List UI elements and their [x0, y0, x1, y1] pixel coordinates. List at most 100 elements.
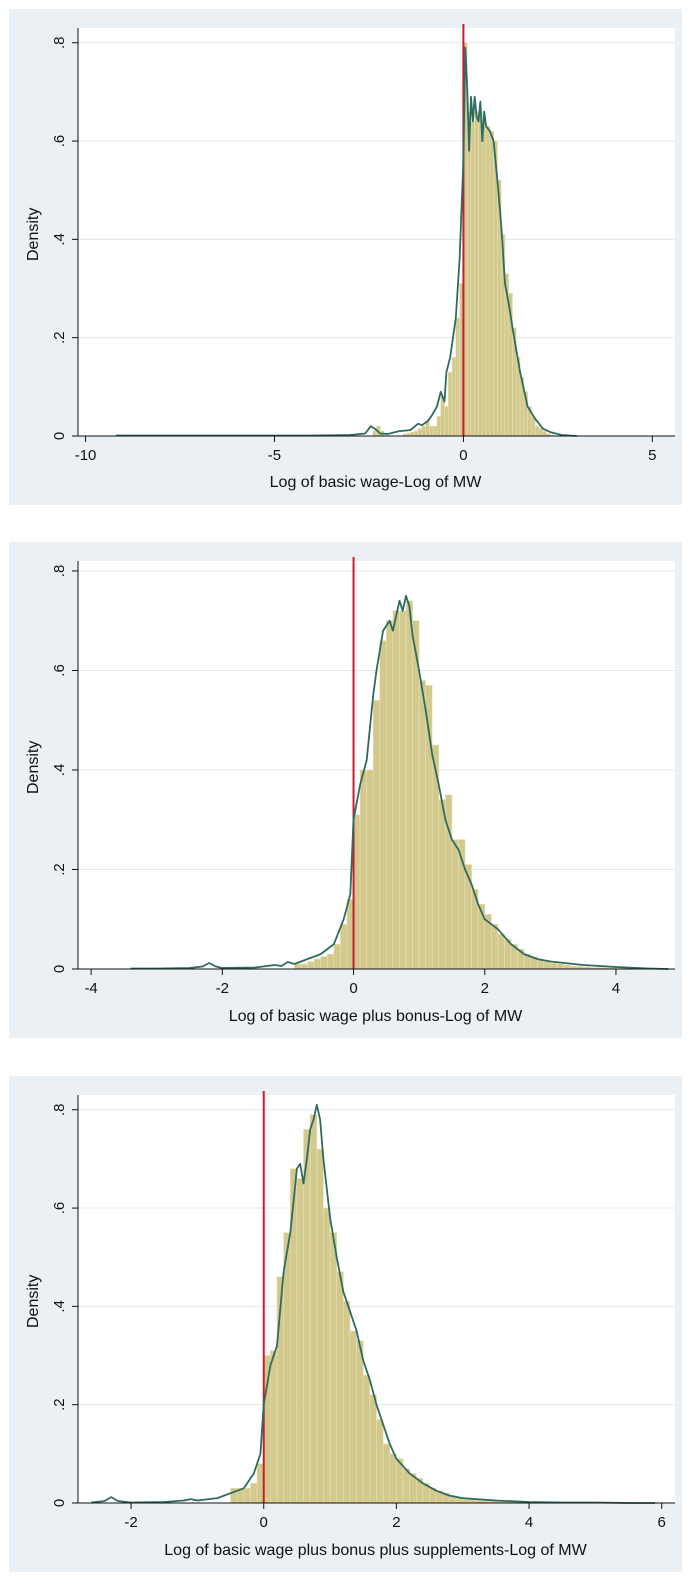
x-tick-label: 0: [260, 1514, 268, 1531]
histogram-bar: [399, 610, 407, 970]
y-tick-label: .4: [51, 764, 68, 777]
y-tick-label: .4: [51, 1300, 68, 1313]
histogram-bar: [243, 1487, 251, 1504]
histogram-bar: [534, 425, 540, 437]
y-tick-label: .2: [51, 1398, 68, 1411]
histogram-bar: [336, 1271, 344, 1504]
histogram-bar: [417, 428, 423, 437]
histogram-bar: [386, 620, 394, 970]
histogram-bar: [309, 1114, 318, 1504]
histogram-bar: [556, 963, 564, 970]
y-tick-label: .6: [51, 135, 68, 148]
histogram-bar: [497, 933, 505, 970]
histogram-bar: [543, 961, 551, 970]
histogram-bar: [296, 1178, 304, 1504]
y-tick-label: .8: [51, 1103, 68, 1116]
histogram-bar: [349, 1330, 357, 1504]
chart-3-ylabel: Density: [25, 1274, 42, 1328]
x-tick-label: -2: [216, 980, 229, 997]
x-tick-label: 2: [481, 980, 489, 997]
chart-3-xlabel: Log of basic wage plus bonus plus supple…: [164, 1542, 587, 1559]
histogram-bar: [372, 430, 377, 437]
histogram-bar: [300, 963, 308, 970]
histogram-bar: [333, 943, 341, 970]
x-tick-label: -5: [268, 447, 281, 464]
histogram-bar: [343, 1301, 351, 1504]
histogram-bar: [444, 406, 449, 437]
kde-line: [130, 594, 669, 970]
chart-svg-1: 0 .2 .4 .6 .8 -10 -5 0 5: [51, 24, 675, 464]
histogram-bar: [410, 431, 415, 437]
histogram-bar: [455, 317, 460, 437]
chart-1-ylabel: Density: [25, 207, 42, 261]
histogram-bar: [369, 1394, 377, 1504]
histogram-bar: [413, 430, 419, 437]
chart-svg-2: 0 .2 .4 .6 .8 -4 -2 0 2 4: [51, 557, 675, 997]
histogram-bar: [485, 126, 491, 437]
histogram-bar: [362, 1374, 371, 1504]
histogram-bar: [538, 428, 544, 437]
x-tick-label: 6: [658, 1514, 666, 1531]
histogram-bar: [425, 420, 430, 437]
histogram-bar: [392, 610, 400, 970]
histogram-bar: [451, 839, 459, 970]
chart-panel-3: 0 .2 .4 .6 .8 -2 0 2 4 6 Density Log of basic wag…: [9, 1076, 682, 1572]
histogram-bar: [359, 769, 367, 970]
histogram-bar: [470, 121, 476, 437]
histogram-bar: [320, 956, 328, 970]
histogram-bar: [379, 640, 387, 970]
histogram-bar: [316, 1148, 324, 1504]
histogram-bar: [270, 1350, 278, 1504]
chart-2-xlabel: Log of basic wage plus bonus-Log of MW: [228, 1008, 523, 1025]
histogram-bar: [366, 769, 374, 970]
y-tick-label: .6: [51, 664, 68, 677]
histogram-bar: [440, 396, 445, 437]
histogram-bar: [429, 425, 434, 437]
histogram-bar: [550, 962, 558, 970]
y-tick-label: 0: [51, 965, 68, 973]
y-tick-label: 0: [51, 432, 68, 440]
histogram-bar: [340, 923, 348, 970]
histogram-bar: [493, 140, 498, 437]
histogram-bar: [412, 620, 420, 970]
chart-2-ylabel: Density: [25, 740, 42, 794]
y-tick-label: .8: [51, 565, 68, 578]
histogram-bar: [372, 700, 381, 970]
histogram-bar: [432, 425, 438, 437]
histogram-bar: [418, 680, 427, 970]
plot-area: [78, 28, 675, 436]
histogram-bar: [489, 130, 494, 437]
histogram-bar: [451, 357, 457, 437]
y-tick-label: .2: [51, 863, 68, 876]
x-tick-label: 4: [612, 980, 620, 997]
histogram-bar: [421, 425, 426, 437]
x-tick-label: -10: [75, 447, 97, 464]
histogram-bar: [307, 961, 315, 970]
histogram-bar: [466, 111, 472, 437]
x-tick-label: 4: [525, 1514, 533, 1531]
histogram-bar: [447, 371, 453, 437]
x-tick-label: 0: [349, 980, 357, 997]
histogram-bar: [474, 111, 479, 437]
histogram-bar: [329, 1232, 338, 1504]
chart-panel-2: 0 .2 .4 .6 .8 -4 -2 0 2 4 Density Log of basic wa…: [9, 542, 682, 1038]
histogram-bar: [481, 121, 487, 437]
x-tick-label: -2: [124, 1514, 137, 1531]
x-tick-label: 5: [648, 447, 656, 464]
histogram-bar: [303, 1129, 311, 1504]
histogram-bar: [313, 958, 322, 970]
chart-svg-3: 0 .2 .4 .6 .8 -2 0 2 4 6: [51, 1091, 675, 1531]
histogram-bar: [356, 1340, 364, 1504]
histogram-bar: [323, 1207, 331, 1504]
chart-1-xlabel: Log of basic wage-Log of MW: [269, 474, 482, 491]
histogram-bar: [436, 416, 442, 437]
histogram-bar: [438, 799, 446, 970]
x-tick-label: 2: [392, 1514, 400, 1531]
histogram-bar: [389, 1453, 397, 1504]
y-tick-label: .4: [51, 233, 68, 246]
histogram-bar: [382, 1443, 391, 1504]
x-tick-label: 0: [459, 447, 467, 464]
histogram-bar: [405, 600, 413, 970]
x-tick-label: -4: [84, 980, 97, 997]
y-tick-label: .8: [51, 36, 68, 49]
